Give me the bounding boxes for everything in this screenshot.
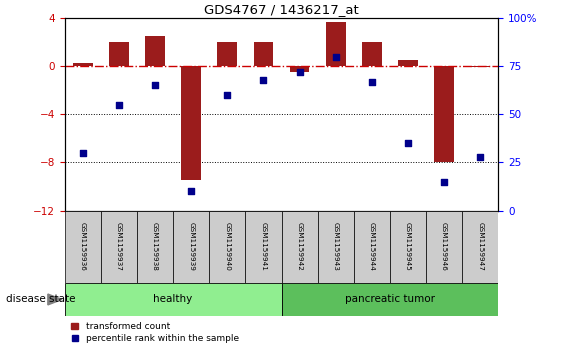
Point <box>259 77 268 83</box>
Point <box>331 54 340 60</box>
Bar <box>354 211 390 283</box>
Text: GSM1159938: GSM1159938 <box>152 223 158 271</box>
Bar <box>318 211 354 283</box>
Point <box>404 140 413 146</box>
Text: healthy: healthy <box>154 294 193 305</box>
Text: GSM1159939: GSM1159939 <box>188 223 194 271</box>
Text: GSM1159946: GSM1159946 <box>441 223 447 271</box>
Point <box>78 150 87 156</box>
Title: GDS4767 / 1436217_at: GDS4767 / 1436217_at <box>204 3 359 16</box>
Text: GSM1159940: GSM1159940 <box>224 223 230 271</box>
Bar <box>109 42 129 66</box>
Bar <box>65 283 282 316</box>
Bar <box>253 42 274 66</box>
Bar <box>282 211 318 283</box>
Text: GSM1159937: GSM1159937 <box>116 223 122 271</box>
Bar <box>289 66 310 72</box>
Point <box>440 179 449 185</box>
Text: GSM1159936: GSM1159936 <box>80 223 86 271</box>
Text: GSM1159945: GSM1159945 <box>405 223 411 271</box>
Text: GSM1159942: GSM1159942 <box>297 223 302 271</box>
Bar <box>101 211 137 283</box>
Point <box>367 79 376 85</box>
Bar <box>73 63 93 66</box>
Point <box>114 102 123 107</box>
Bar <box>209 211 245 283</box>
Point <box>476 154 485 160</box>
Bar <box>326 22 346 66</box>
Legend: transformed count, percentile rank within the sample: transformed count, percentile rank withi… <box>69 320 240 344</box>
Point <box>187 188 196 194</box>
Bar <box>426 211 462 283</box>
Bar <box>434 66 454 163</box>
Bar <box>217 42 237 66</box>
Text: disease state: disease state <box>6 294 75 305</box>
Bar <box>398 60 418 66</box>
Point <box>223 92 232 98</box>
Bar <box>470 66 490 67</box>
Bar <box>145 36 165 66</box>
Bar <box>137 211 173 283</box>
Bar <box>462 211 498 283</box>
Bar <box>65 211 101 283</box>
Text: pancreatic tumor: pancreatic tumor <box>345 294 435 305</box>
Text: GSM1159947: GSM1159947 <box>477 223 483 271</box>
Text: GSM1159941: GSM1159941 <box>261 223 266 271</box>
Bar <box>181 66 201 180</box>
Point <box>150 83 159 89</box>
Bar <box>245 211 282 283</box>
Bar <box>173 211 209 283</box>
Bar <box>390 211 426 283</box>
Point <box>295 69 304 75</box>
Text: GSM1159944: GSM1159944 <box>369 223 375 271</box>
Bar <box>362 42 382 66</box>
Text: GSM1159943: GSM1159943 <box>333 223 339 271</box>
Bar <box>282 283 498 316</box>
